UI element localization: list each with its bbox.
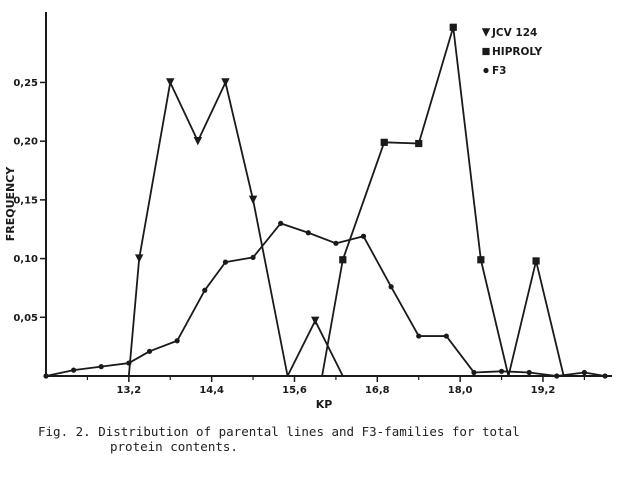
data-point-hiproly [339,256,347,264]
data-point-f3 [554,373,560,379]
data-point-hiproly [415,139,423,148]
data-point-f3 [278,220,284,226]
data-point-f3 [126,360,132,366]
x-tick-label: 15,6 [282,385,307,396]
data-point-jcv-124 [310,316,320,326]
x-tick-label: 16,8 [365,385,390,396]
legend-marker-hiproly [482,47,490,56]
x-tick-label: 19,2 [531,385,556,396]
x-tick-label: 13,2 [116,385,141,396]
y-tick-label: 0,15 [13,195,38,206]
x-tick-label: 18,0 [448,385,473,396]
data-point-f3 [581,369,587,376]
data-point-f3 [333,240,339,246]
data-point-hiproly [449,23,457,31]
data-point-f3 [43,373,49,379]
x-axis-label: KP [316,398,333,411]
y-axis-label: FREQUENCY [4,166,17,242]
series-line-jcv-124 [127,81,344,377]
series-markers [43,23,608,379]
data-point-hiproly [532,257,540,265]
y-tick-label: 0,10 [13,254,38,265]
axes [45,12,612,377]
legend-marker-jcv-124 [481,28,491,37]
series-line-hiproly [321,26,565,377]
y-tick-label: 0,20 [13,137,38,148]
data-point-f3 [602,373,608,379]
data-point-f3 [146,348,153,354]
series-line-f3 [45,222,606,377]
legend-label-hiproly: HIPROLY [492,46,542,58]
data-point-jcv-124 [221,78,230,87]
data-point-f3 [498,368,505,374]
data-point-f3 [388,284,394,290]
ticks: 13,2 14,4 15,6 16,8 18,0 19,2 0,05 0,10 0,15 0,20… [13,78,585,396]
data-point-f3 [71,367,77,373]
caption-line-2: protein contents. [110,439,238,454]
data-point-jcv-124 [193,136,203,146]
data-point-f3 [526,369,532,376]
data-point-f3 [443,333,449,339]
data-point-f3 [305,230,311,236]
frequency-chart: 13,2 14,4 15,6 16,8 18,0 19,2 0,05 0,10 0,15 0,20… [4,12,612,411]
y-tick-label: 0,25 [13,78,38,89]
data-point-f3 [202,287,208,293]
data-point-f3 [98,364,104,370]
legend: JCV 124 HIPROLY F3 [481,27,542,77]
data-point-f3 [471,369,477,376]
caption-line-1: Fig. 2. Distribution of parental lines a… [38,424,520,439]
series-lines [45,26,606,377]
data-point-jcv-124 [248,195,258,205]
y-tick-label: 0,05 [13,313,38,324]
figure-caption: Fig. 2. Distribution of parental lines a… [38,424,598,454]
data-point-jcv-124 [134,254,144,263]
legend-marker-f3 [483,67,489,74]
data-point-hiproly [380,138,388,146]
legend-label-f3: F3 [492,65,506,77]
data-point-jcv-124 [166,78,175,87]
data-point-hiproly [477,256,485,264]
data-point-f3 [174,338,180,344]
data-point-f3 [360,233,367,239]
legend-label-jcv-124: JCV 124 [491,27,537,39]
x-tick-label: 14,4 [199,385,224,396]
data-point-f3 [250,254,256,261]
data-point-f3 [222,259,229,265]
data-point-f3 [416,333,422,339]
